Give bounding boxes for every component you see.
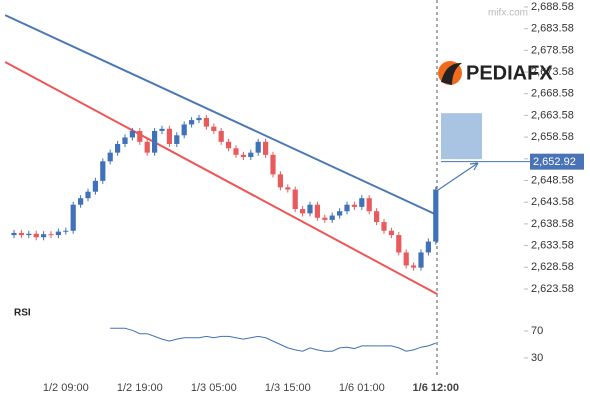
rsi-line xyxy=(110,327,436,352)
x-tick-label: 1/6 12:00 xyxy=(413,382,459,394)
candle-body xyxy=(329,215,335,220)
candle-body xyxy=(26,233,32,236)
candle-body xyxy=(189,120,195,125)
candle-body xyxy=(100,161,106,181)
last-price-box xyxy=(530,153,584,170)
candle-body xyxy=(78,198,84,205)
candle-body xyxy=(314,204,320,218)
candle-body xyxy=(48,234,54,236)
y-tick-label: 2,648.58 xyxy=(531,174,574,186)
x-tick-label: 1/2 19:00 xyxy=(117,382,163,394)
candle-body xyxy=(285,187,291,190)
y-tick-label: 2,668.58 xyxy=(531,88,574,100)
y-tick-label: 2,658.58 xyxy=(531,131,574,143)
candle-body xyxy=(63,230,69,232)
y-tick-label: 2,678.58 xyxy=(531,44,574,56)
candle-body xyxy=(218,130,224,142)
candle-body xyxy=(403,252,409,266)
candle-body xyxy=(337,211,343,216)
candle-body xyxy=(203,117,209,127)
candle-body xyxy=(270,154,276,175)
logo-text: PEDIAFX xyxy=(466,62,553,84)
logo: PEDIAFX xyxy=(438,61,553,85)
x-tick-label: 1/3 15:00 xyxy=(265,382,311,394)
candle-body xyxy=(33,233,39,238)
candle-body xyxy=(418,252,424,268)
y-tick-label: 2,628.58 xyxy=(531,261,574,273)
candle-body xyxy=(166,128,172,144)
candle-body xyxy=(396,235,402,253)
y-tick-label: 2,673.58 xyxy=(531,66,574,78)
candle-body xyxy=(374,211,380,223)
candle-body xyxy=(159,128,165,131)
x-tick-label: 1/2 09:00 xyxy=(43,382,89,394)
candle-body xyxy=(152,130,158,153)
candle-body xyxy=(196,117,202,121)
rsi-label: RSI xyxy=(14,308,31,319)
rsi-tick-label: 30 xyxy=(531,352,543,364)
y-tick-label: 2,683.58 xyxy=(531,23,574,35)
y-tick-label: 2,688.58 xyxy=(531,1,574,13)
y-tick-label: 2,643.58 xyxy=(531,196,574,208)
candle-body xyxy=(381,222,387,231)
watermark: mifx.com xyxy=(488,8,528,19)
candle-body xyxy=(366,198,372,212)
candle-body xyxy=(344,204,350,212)
y-tick-label: 2,663.58 xyxy=(531,109,574,121)
candle-body xyxy=(18,232,24,236)
candle-body xyxy=(233,148,239,155)
candle-body xyxy=(41,234,47,238)
forecast-arrow xyxy=(437,162,479,191)
candle-body xyxy=(248,152,254,157)
y-tick-label: 2,638.58 xyxy=(531,218,574,230)
candle-body xyxy=(174,135,180,144)
candle-body xyxy=(115,143,121,153)
candle-body xyxy=(240,154,246,157)
candle-body xyxy=(411,265,417,268)
candle-body xyxy=(85,191,91,199)
candle-body xyxy=(263,141,269,155)
candle-body xyxy=(129,130,135,138)
x-tick-label: 1/6 01:00 xyxy=(339,382,385,394)
x-tick-label: 1/3 05:00 xyxy=(191,382,237,394)
candle-body xyxy=(307,204,313,214)
candle-body xyxy=(322,217,328,220)
candle-body xyxy=(255,141,261,153)
y-tick-label: 2,623.58 xyxy=(531,283,574,295)
last-price-label: 2,652.92 xyxy=(533,156,576,168)
candle-body xyxy=(137,130,143,142)
candle-body xyxy=(181,124,187,136)
candle-body xyxy=(55,231,61,236)
candle-body xyxy=(359,198,365,207)
y-tick-label: 2,633.58 xyxy=(531,239,574,251)
candle-body xyxy=(351,204,357,207)
candle-body xyxy=(425,241,431,253)
candle-body xyxy=(107,152,113,162)
candle-body xyxy=(144,141,150,153)
candle-body xyxy=(433,189,439,242)
forecast-zone xyxy=(441,113,482,160)
trendline xyxy=(4,14,438,217)
rsi-tick-label: 70 xyxy=(531,325,543,337)
candle-body xyxy=(11,232,17,236)
candle-body xyxy=(300,209,306,214)
candle-body xyxy=(211,126,217,131)
candle-body xyxy=(92,180,98,192)
candle-body xyxy=(292,189,298,210)
candle-body xyxy=(70,204,76,231)
trendline xyxy=(4,61,438,295)
candle-body xyxy=(122,137,128,144)
candle-body xyxy=(226,141,232,149)
candle-body xyxy=(277,174,283,188)
logo-icon-shape xyxy=(441,62,462,85)
candle-body xyxy=(388,230,394,236)
